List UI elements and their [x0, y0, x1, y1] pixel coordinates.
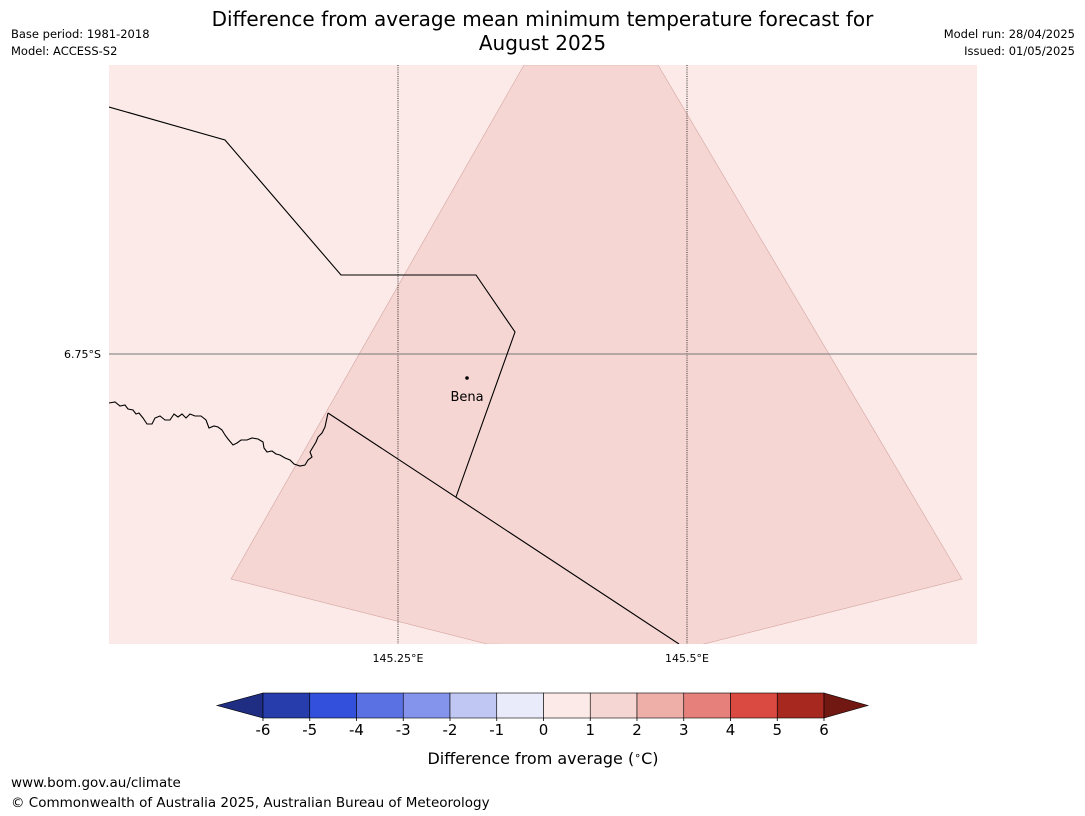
colorbar-segment-2-to-3 — [636, 692, 685, 719]
footer-copyright: © Commonwealth of Australia 2025, Austra… — [11, 795, 490, 811]
model-name: Model: ACCESS-S2 — [11, 44, 118, 58]
chart-title: Difference from average mean minimum tem… — [150, 7, 935, 55]
river-line — [109, 401, 329, 467]
colorbar-tick-label: -5 — [302, 721, 317, 739]
colorbar-label: Difference from average (∘C) — [427, 749, 658, 768]
issued-date: Issued: 01/05/2025 — [964, 44, 1075, 58]
colorbar-segment-3-to-4 — [683, 692, 731, 719]
title-line-2: August 2025 — [478, 31, 607, 55]
bena-marker — [465, 376, 469, 380]
colorbar-tick-label: -6 — [256, 721, 271, 739]
meta-right: Model run: 28/04/2025 Issued: 01/05/2025 — [944, 26, 1075, 60]
lon-label-145-25: 145.25°E — [373, 652, 424, 665]
colorbar-tick-label: -4 — [349, 721, 364, 739]
colorbar-tick-label: 6 — [819, 721, 829, 739]
colorbar-tick-label: -2 — [443, 721, 458, 739]
colorbar-tick-label: -1 — [489, 721, 504, 739]
colorbar-tick-label: 3 — [679, 721, 689, 739]
lat-label: 6.75°S — [64, 348, 101, 361]
lon-label-145-5: 145.5°E — [665, 652, 709, 665]
colorbar-segment--2-to--1 — [449, 692, 498, 719]
colorbar-segment--5-to--4 — [309, 692, 357, 719]
colorbar-segment--4-to--3 — [356, 692, 404, 719]
colorbar-segment-1-to-2 — [589, 692, 638, 719]
base-period: Base period: 1981-2018 — [11, 27, 150, 41]
colorbar-segment--6-to--5 — [262, 692, 311, 719]
colorbar-tick-label: 2 — [632, 721, 642, 739]
colorbar-segment--1-to-0 — [496, 692, 544, 719]
colorbar-tick-label: 5 — [772, 721, 782, 739]
meta-left: Base period: 1981-2018 Model: ACCESS-S2 — [11, 26, 150, 60]
colorbar-tick-label: -3 — [396, 721, 411, 739]
colorbar-tick-label: 4 — [726, 721, 736, 739]
colorbar-tick-label: 1 — [585, 721, 595, 739]
colorbar-extend-low — [215, 692, 264, 719]
colorbar-segment-4-to-5 — [730, 692, 778, 719]
footer-url[interactable]: www.bom.gov.au/climate — [11, 775, 181, 791]
province-boundary-south — [327, 412, 680, 644]
province-boundary-north — [109, 106, 516, 498]
colorbar-tick-label: 0 — [539, 721, 549, 739]
model-run: Model run: 28/04/2025 — [943, 27, 1075, 41]
colorbar-extend-high — [823, 692, 870, 719]
place-label-bena: Bena — [450, 390, 483, 405]
colorbar: -6 -5 -4 -3 -2 -1 0 1 2 3 4 5 6 — [215, 692, 870, 739]
title-line-1: Difference from average mean minimum tem… — [211, 7, 874, 31]
colorbar-segment-0-to-1 — [543, 692, 591, 719]
map-area — [109, 65, 977, 644]
colorbar-segment--3-to--2 — [402, 692, 451, 719]
colorbar-segment-5-to-6 — [776, 692, 825, 719]
